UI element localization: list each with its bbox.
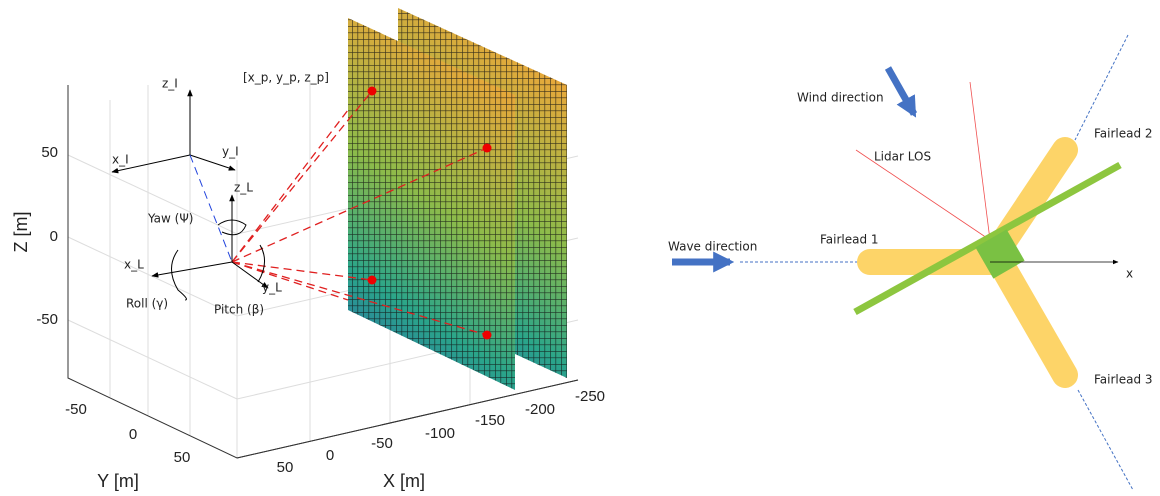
tick: 50 bbox=[277, 459, 294, 476]
tick: -250 bbox=[575, 388, 605, 405]
label: Fairlead 1 bbox=[820, 233, 879, 247]
axis-label: Y [m] bbox=[97, 471, 139, 491]
frame-label: x_L bbox=[124, 258, 144, 272]
tick: -50 bbox=[371, 435, 393, 452]
axis-label: Z [m] bbox=[11, 212, 31, 253]
tick: 0 bbox=[129, 426, 137, 443]
label: Wind direction bbox=[797, 91, 884, 105]
tick: 50 bbox=[174, 449, 191, 466]
frame-label: y_L bbox=[262, 281, 282, 295]
angle-label: Yaw (Ψ) bbox=[147, 212, 193, 226]
tick: 0 bbox=[326, 447, 334, 464]
label: Wave direction bbox=[668, 240, 757, 254]
tick: 50 bbox=[41, 144, 58, 161]
frame-label: z_L bbox=[234, 181, 253, 195]
tick: 0 bbox=[50, 228, 58, 245]
frames bbox=[111, 89, 269, 301]
scan-planes bbox=[348, 8, 567, 390]
label: Fairlead 2 bbox=[1094, 127, 1153, 141]
tick: -50 bbox=[36, 311, 58, 328]
z-ticks: 50 0 -50 -50 0 50 50 0 -50 -100 -150 -20… bbox=[36, 144, 605, 476]
frame-label: z_I bbox=[162, 77, 178, 91]
axis-label: X [m] bbox=[383, 471, 425, 491]
tick: -50 bbox=[65, 401, 87, 418]
tick: -200 bbox=[525, 401, 555, 418]
label: Lidar LOS bbox=[874, 150, 931, 164]
tick: -100 bbox=[425, 425, 455, 442]
turbine-diagram bbox=[672, 34, 1134, 491]
point-label: [x_p, y_p, z_p] bbox=[243, 71, 329, 85]
tick: -150 bbox=[475, 412, 505, 429]
frame-label: y_I bbox=[222, 145, 239, 159]
lidar-beams bbox=[231, 90, 488, 336]
angle-label: Roll (γ) bbox=[126, 297, 168, 311]
label: Fairlead 3 bbox=[1094, 373, 1153, 387]
label: x bbox=[1126, 267, 1133, 281]
frame-label: x_I bbox=[112, 153, 129, 167]
points bbox=[367, 86, 492, 340]
angle-label: Pitch (β) bbox=[214, 303, 264, 317]
